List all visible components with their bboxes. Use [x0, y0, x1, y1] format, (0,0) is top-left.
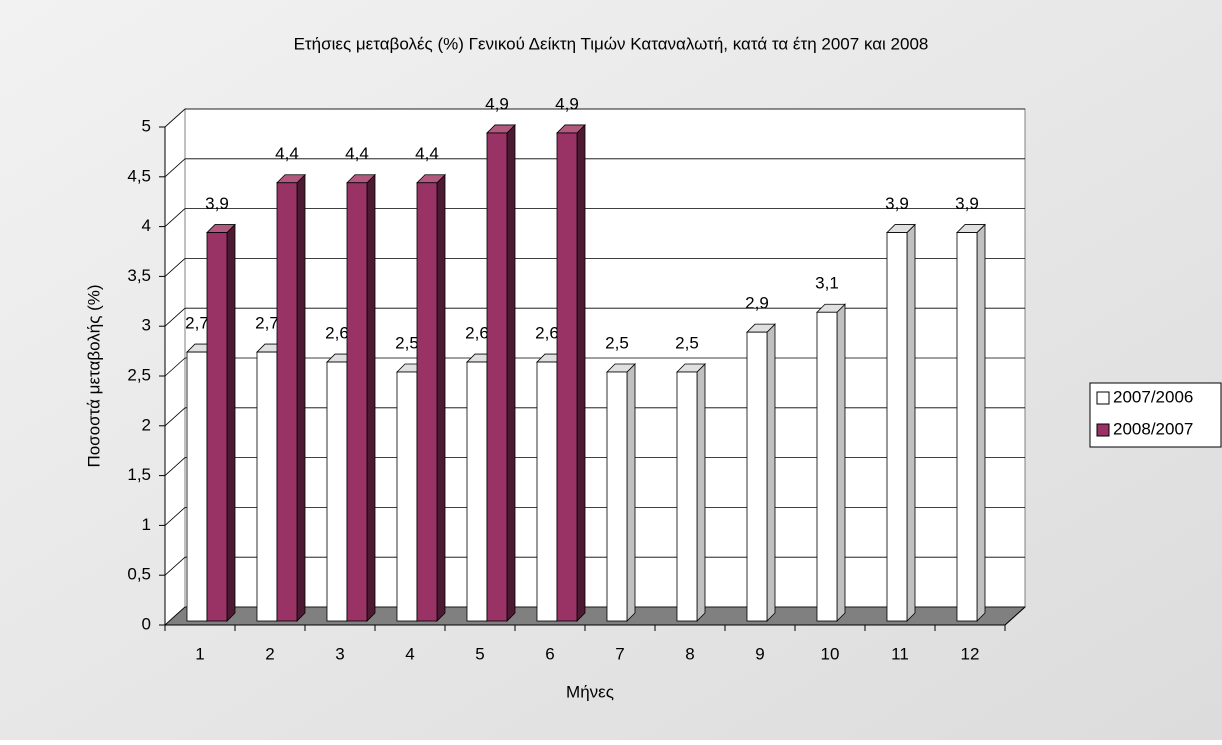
y-tick-label: 1,5	[127, 465, 151, 484]
bar	[606, 371, 628, 622]
data-label: 2,6	[465, 324, 489, 343]
legend-box	[1089, 382, 1222, 448]
bar	[556, 132, 578, 622]
bar-side	[226, 223, 236, 622]
x-tick-label: 8	[685, 644, 694, 663]
grid-line	[164, 158, 186, 178]
data-label: 4,4	[415, 144, 439, 163]
data-label: 2,6	[535, 324, 559, 343]
legend-label: 2007/2006	[1113, 387, 1193, 406]
y-tick-label: 3	[142, 316, 151, 335]
bar	[676, 371, 698, 622]
grid-line	[164, 258, 186, 277]
x-tick-label: 10	[821, 644, 840, 663]
x-tick-label: 7	[615, 644, 624, 663]
grid-line	[164, 457, 186, 476]
grid-line	[164, 507, 186, 526]
x-tick-label: 6	[545, 644, 554, 663]
bar	[816, 311, 838, 622]
legend-swatch	[1096, 423, 1110, 437]
bar-side	[296, 173, 306, 622]
bar-side	[696, 363, 706, 622]
x-tick-label: 12	[961, 644, 980, 663]
y-tick-label: 3,5	[127, 266, 151, 285]
grid-line	[164, 606, 186, 626]
data-label: 2,6	[325, 324, 349, 343]
x-tick-label: 3	[335, 644, 344, 663]
bar	[346, 182, 368, 622]
bar	[746, 331, 768, 622]
x-axis-depth	[1004, 606, 1026, 626]
data-label: 4,9	[555, 94, 579, 113]
y-tick-label: 2	[142, 415, 151, 434]
grid-line	[164, 357, 186, 377]
bar-side	[766, 323, 776, 622]
bar	[396, 371, 418, 622]
grid-line	[164, 407, 186, 427]
data-label: 2,5	[605, 333, 629, 352]
y-axis-title: Ποσοστά μεταβολής (%)	[84, 284, 103, 467]
grid-line	[164, 556, 186, 576]
y-tick-label: 2,5	[127, 365, 151, 384]
bar-side	[906, 223, 916, 622]
data-label: 4,9	[485, 94, 509, 113]
x-tick-label: 4	[405, 644, 414, 663]
grid-line	[164, 307, 186, 327]
bar-side	[506, 123, 516, 622]
bar-side	[836, 303, 846, 622]
bar	[276, 182, 298, 622]
data-label: 4,4	[275, 144, 299, 163]
y-tick-label: 0,5	[127, 565, 151, 584]
bar	[186, 351, 208, 622]
grid-line	[164, 108, 186, 128]
x-tick-label: 1	[195, 644, 204, 663]
bar	[206, 232, 228, 622]
y-tick-label: 1	[142, 515, 151, 534]
bar	[466, 361, 488, 622]
data-label: 3,9	[955, 194, 979, 213]
bar	[956, 232, 978, 622]
bar	[886, 232, 908, 622]
data-label: 2,7	[255, 314, 279, 333]
bar-side	[436, 173, 446, 622]
legend-label: 2008/2007	[1113, 419, 1193, 438]
x-tick-label: 2	[265, 644, 274, 663]
bar	[536, 361, 558, 622]
x-axis-title: Μήνες	[566, 682, 614, 701]
chart-title: Ετήσιες μεταβολές (%) Γενικού Δείκτη Τιμ…	[294, 34, 929, 53]
data-label: 4,4	[345, 144, 369, 163]
bar-side	[366, 173, 376, 622]
data-label: 3,9	[885, 194, 909, 213]
y-tick-label: 4	[142, 216, 151, 235]
grid-line	[164, 208, 186, 227]
bar	[486, 132, 508, 622]
legend-swatch	[1096, 391, 1110, 405]
bar	[326, 361, 348, 622]
data-label: 2,5	[675, 333, 699, 352]
bar	[416, 182, 438, 622]
x-tick-label: 9	[755, 644, 764, 663]
data-label: 2,7	[185, 314, 209, 333]
x-tick-label: 11	[891, 644, 909, 663]
x-tick-label: 5	[475, 644, 484, 663]
data-label: 2,5	[395, 333, 419, 352]
y-tick-label: 5	[142, 116, 151, 135]
y-tick-label: 0	[142, 614, 151, 633]
bar-side	[576, 123, 586, 622]
data-label: 2,9	[745, 294, 769, 313]
bar	[256, 351, 278, 622]
y-tick-label: 4,5	[127, 166, 151, 185]
bar-side	[626, 363, 636, 622]
bar-side	[976, 223, 986, 622]
data-label: 3,9	[205, 194, 229, 213]
data-label: 3,1	[815, 274, 839, 293]
